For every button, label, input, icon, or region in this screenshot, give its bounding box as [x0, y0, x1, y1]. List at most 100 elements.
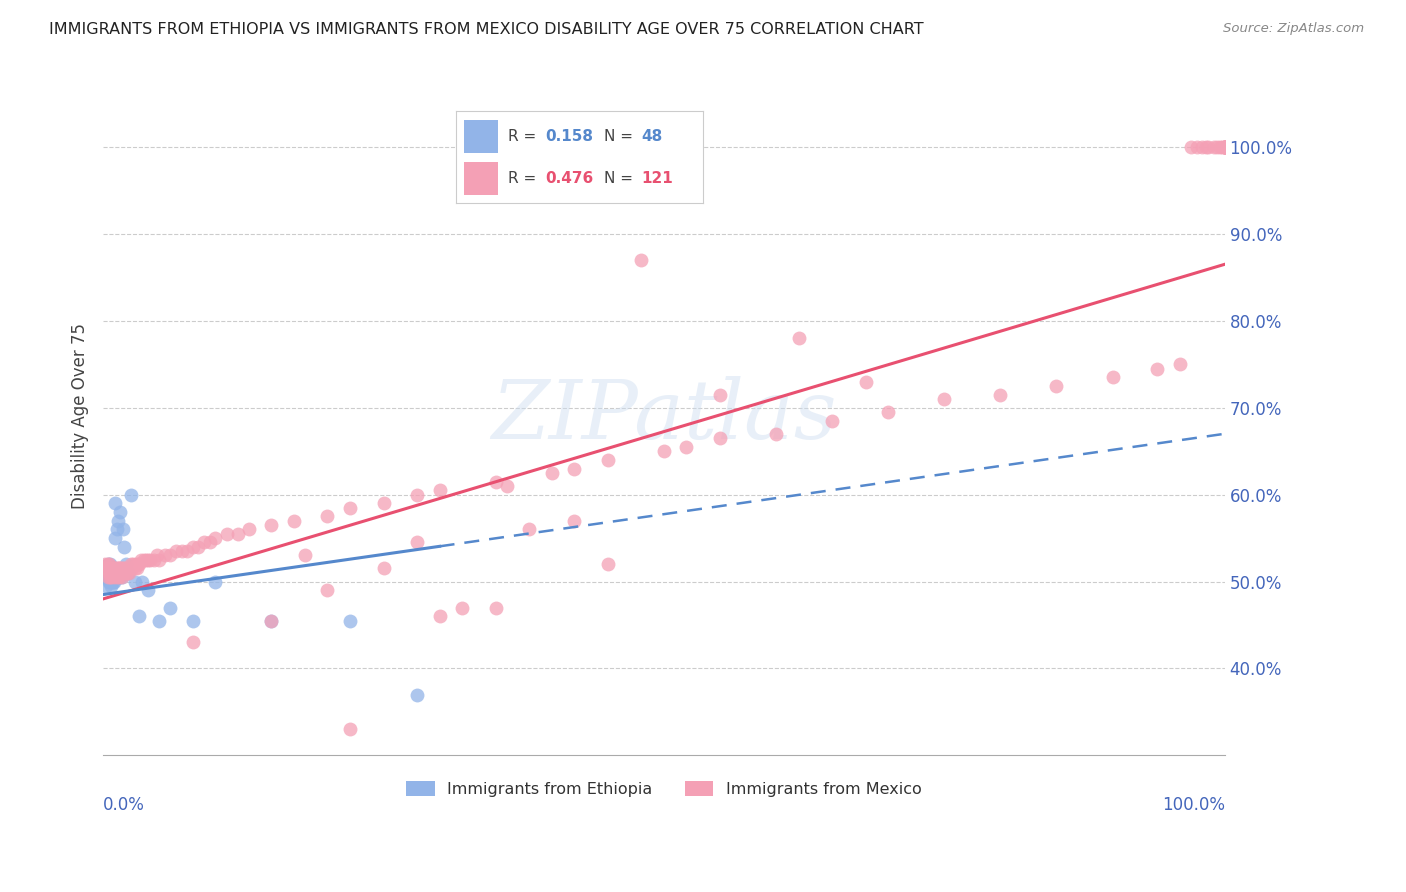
Point [105, 561, 128, 575]
Point [97, 561, 120, 575]
Point [101, 574, 124, 589]
Point [1213, 140, 1236, 154]
Point [103, 566, 125, 580]
Point [485, 600, 508, 615]
Point [339, 500, 361, 515]
Point [165, 544, 187, 558]
Point [101, 570, 124, 584]
Point [159, 549, 181, 563]
Point [121, 561, 143, 575]
Point [1045, 379, 1067, 393]
Point [107, 566, 129, 580]
Point [110, 566, 132, 580]
Point [96, 566, 118, 580]
Point [406, 488, 429, 502]
Point [260, 614, 283, 628]
Point [260, 518, 283, 533]
Point [855, 375, 877, 389]
Point [136, 583, 159, 598]
Point [294, 549, 316, 563]
Point [120, 488, 142, 502]
Point [1101, 370, 1123, 384]
Point [1213, 140, 1236, 154]
Point [97, 570, 120, 584]
Point [1212, 140, 1234, 154]
Point [108, 566, 131, 580]
Point [316, 583, 339, 598]
Point [181, 635, 204, 649]
Point [652, 444, 675, 458]
Point [765, 426, 787, 441]
Point [1146, 361, 1168, 376]
Point [787, 331, 810, 345]
Text: IMMIGRANTS FROM ETHIOPIA VS IMMIGRANTS FROM MEXICO DISABILITY AGE OVER 75 CORREL: IMMIGRANTS FROM ETHIOPIA VS IMMIGRANTS F… [49, 22, 924, 37]
Point [100, 579, 122, 593]
Point [517, 522, 540, 536]
Point [148, 614, 170, 628]
Point [204, 531, 226, 545]
Point [96, 561, 118, 575]
Point [170, 544, 193, 558]
Point [1213, 140, 1236, 154]
Point [97, 566, 120, 580]
Point [111, 570, 134, 584]
Point [1195, 140, 1218, 154]
Point [675, 440, 697, 454]
Point [373, 561, 395, 575]
Point [540, 466, 562, 480]
Point [283, 514, 305, 528]
Point [198, 535, 221, 549]
Point [142, 553, 165, 567]
Point [709, 431, 731, 445]
Point [100, 566, 122, 580]
Point [98, 566, 121, 580]
Point [98, 561, 121, 575]
Point [103, 561, 125, 575]
Point [596, 557, 619, 571]
Point [132, 553, 155, 567]
Point [94, 570, 117, 584]
Point [103, 561, 125, 575]
Point [1213, 140, 1236, 154]
Point [187, 540, 209, 554]
Point [103, 570, 125, 584]
Point [1168, 357, 1191, 371]
Point [117, 561, 139, 575]
Point [877, 405, 900, 419]
Point [139, 553, 162, 567]
Point [110, 561, 132, 575]
Point [100, 566, 122, 580]
Text: ZIPatlas: ZIPatlas [491, 376, 837, 457]
Point [98, 570, 121, 584]
Point [124, 574, 146, 589]
Point [108, 561, 131, 575]
Point [100, 561, 122, 575]
Point [124, 557, 146, 571]
Point [108, 570, 131, 584]
Point [103, 566, 125, 580]
Point [496, 479, 519, 493]
Point [103, 570, 125, 584]
Point [226, 526, 249, 541]
Point [114, 561, 136, 575]
Text: Source: ZipAtlas.com: Source: ZipAtlas.com [1223, 22, 1364, 36]
Point [1213, 140, 1236, 154]
Point [821, 414, 844, 428]
Point [107, 566, 129, 580]
Point [204, 574, 226, 589]
Point [118, 561, 141, 575]
Point [98, 557, 121, 571]
Point [98, 574, 121, 589]
Point [107, 514, 129, 528]
Point [104, 561, 127, 575]
Point [105, 522, 128, 536]
Point [108, 570, 131, 584]
Point [98, 570, 121, 584]
Point [429, 483, 451, 498]
Point [112, 561, 135, 575]
Point [100, 561, 122, 575]
Point [104, 566, 127, 580]
Point [406, 535, 429, 549]
Y-axis label: Disability Age Over 75: Disability Age Over 75 [72, 324, 89, 509]
Point [114, 561, 136, 575]
